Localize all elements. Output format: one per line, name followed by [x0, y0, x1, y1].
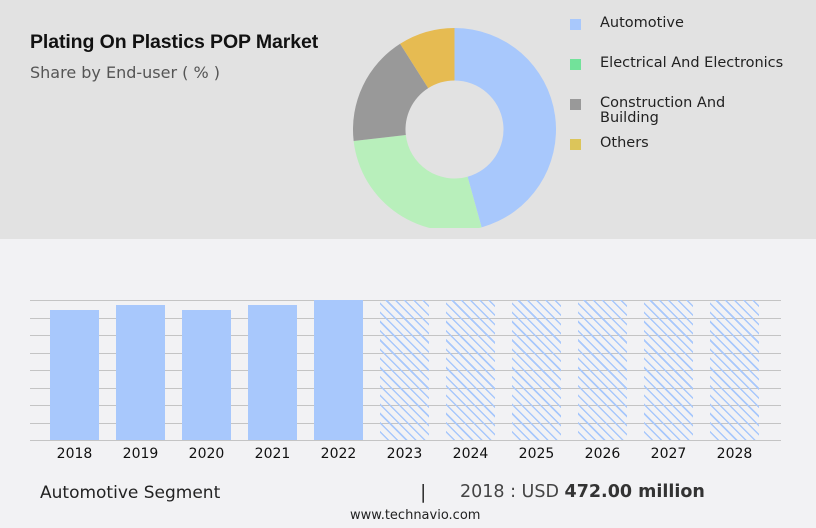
x-axis-label: 2027 — [650, 446, 687, 462]
bar-2023[interactable] — [380, 300, 429, 440]
x-axis-label: 2018 — [56, 446, 93, 462]
legend-swatch-icon — [570, 99, 581, 110]
bar-2020[interactable] — [182, 310, 231, 440]
legend-swatch-icon — [570, 19, 581, 30]
donut-slice-automotive[interactable] — [454, 28, 556, 228]
bar-2019[interactable] — [116, 305, 165, 440]
bar-chart: 2018 2019 2020 2021 2022 2023 2024 2025 2026 2027… — [0, 239, 816, 479]
donut-slice-others[interactable] — [400, 28, 455, 89]
chart-subtitle: Share by End-user ( % ) — [30, 63, 220, 82]
gridline — [30, 440, 781, 441]
legend-label: Electrical And Electronics — [600, 55, 784, 71]
x-axis-label: 2024 — [452, 446, 489, 462]
bar-2022[interactable] — [314, 300, 363, 440]
x-axis-label: 2021 — [254, 446, 291, 462]
legend-swatch-icon — [570, 59, 581, 70]
x-axis-label: 2025 — [518, 446, 555, 462]
bar-2025[interactable] — [512, 300, 561, 440]
x-axis-label: 2023 — [386, 446, 423, 462]
bar-2021[interactable] — [248, 305, 297, 440]
legend-swatch-icon — [570, 139, 581, 150]
donut-chart — [352, 28, 556, 228]
x-axis-label: 2028 — [716, 446, 753, 462]
segment-label: Automotive Segment — [40, 483, 221, 503]
bar-2026[interactable] — [578, 300, 627, 440]
donut-slice-construction-and-building[interactable] — [352, 43, 429, 141]
legend-label: Automotive — [600, 15, 684, 31]
segment-value: 2018 : USD 472.00 million — [460, 482, 705, 502]
bar-2028[interactable] — [710, 300, 759, 440]
legend-label: Construction And Building — [600, 95, 726, 126]
value-amount: 472.00 million — [564, 482, 705, 502]
donut-slice-electrical-and-electronics[interactable] — [353, 135, 482, 228]
source-url[interactable]: www.technavio.com — [350, 508, 481, 523]
footer-separator: | — [420, 481, 427, 503]
x-axis-label: 2019 — [122, 446, 159, 462]
value-prefix: 2018 : USD — [460, 482, 565, 502]
x-axis-label: 2026 — [584, 446, 621, 462]
top-panel: Plating On Plastics POP Market Share by … — [0, 0, 816, 239]
legend-label: Others — [600, 135, 649, 151]
bar-2027[interactable] — [644, 300, 693, 440]
bar-2024[interactable] — [446, 300, 495, 440]
x-axis-label: 2022 — [320, 446, 357, 462]
bar-2018[interactable] — [50, 310, 99, 440]
x-axis-label: 2020 — [188, 446, 225, 462]
chart-title: Plating On Plastics POP Market — [30, 31, 319, 53]
